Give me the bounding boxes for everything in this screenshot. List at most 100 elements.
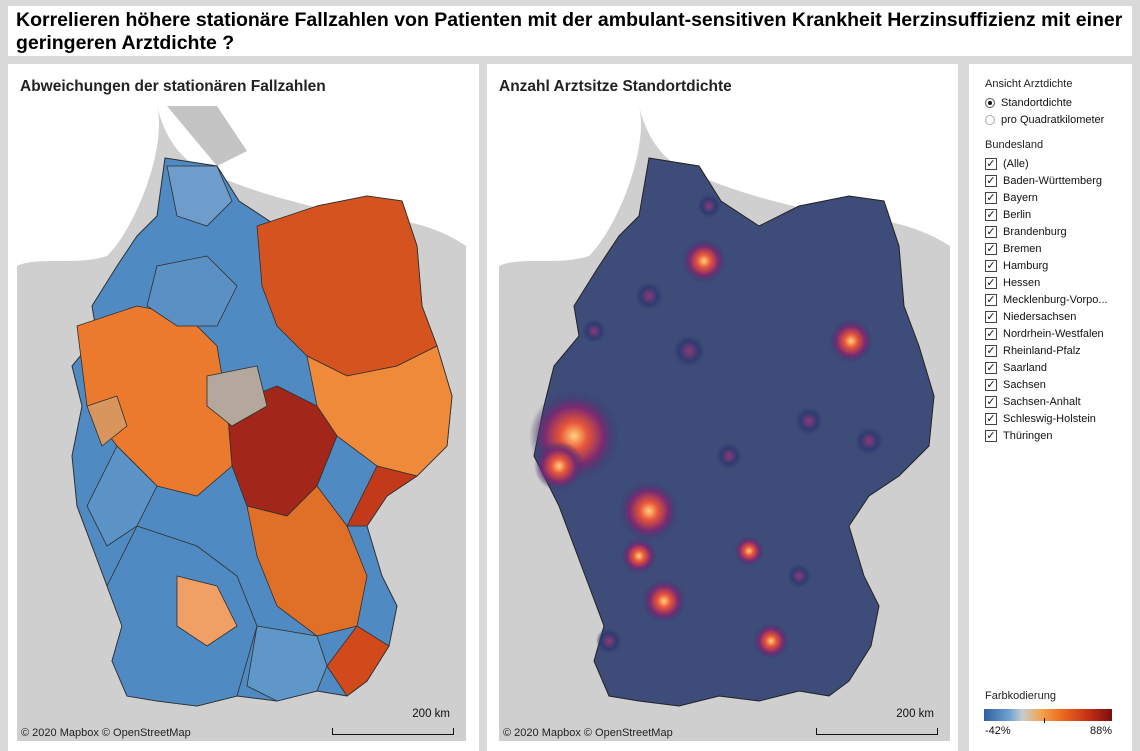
checkbox-icon[interactable]: ✓ bbox=[985, 344, 997, 357]
state-checkbox-row[interactable]: ✓ Rheinland-Pfalz bbox=[985, 342, 1130, 359]
checkbox-icon[interactable]: ✓ bbox=[985, 429, 997, 442]
checkbox-icon[interactable]: ✓ bbox=[985, 208, 997, 221]
state-label: Mecklenburg-Vorpo... bbox=[1003, 293, 1108, 306]
left-map-panel: Abweichungen der stationären Fallzahlen bbox=[8, 64, 479, 751]
region-franconia bbox=[246, 485, 368, 637]
case-deviation-map[interactable]: © 2020 Mapbox © OpenStreetMap 200 km bbox=[17, 106, 466, 741]
scale-label: 200 km bbox=[896, 708, 934, 720]
state-checkbox-row[interactable]: ✓ Thüringen bbox=[985, 427, 1130, 444]
filter-sidebar: Ansicht Arztdichte Standortdichte pro Qu… bbox=[969, 64, 1132, 751]
scale-bar bbox=[816, 728, 938, 735]
state-checkbox-row[interactable]: ✓ Berlin bbox=[985, 206, 1130, 223]
doctor-density-map[interactable]: © 2020 Mapbox © OpenStreetMap 200 km bbox=[499, 106, 950, 741]
checkbox-icon[interactable]: ✓ bbox=[985, 259, 997, 272]
color-legend-bar bbox=[984, 709, 1112, 721]
state-label: Thüringen bbox=[1003, 429, 1053, 442]
region-rhine bbox=[86, 445, 158, 547]
sea-area bbox=[17, 106, 159, 266]
state-checkbox-row[interactable]: ✓ (Alle) bbox=[985, 155, 1130, 172]
state-label: Baden-Württemberg bbox=[1003, 174, 1103, 187]
state-label: Hamburg bbox=[1003, 259, 1049, 272]
checkbox-icon[interactable]: ✓ bbox=[985, 242, 997, 255]
checkbox-icon[interactable]: ✓ bbox=[985, 378, 997, 391]
map-attribution[interactable]: © 2020 Mapbox © OpenStreetMap bbox=[503, 727, 673, 739]
scale-label: 200 km bbox=[412, 708, 450, 720]
checkbox-icon[interactable]: ✓ bbox=[985, 157, 997, 170]
state-checkbox-row[interactable]: ✓ Nordrhein-Westfalen bbox=[985, 325, 1130, 342]
left-panel-title: Abweichungen der stationären Fallzahlen bbox=[20, 78, 326, 95]
map-scale: 200 km bbox=[332, 708, 454, 735]
region-neutral bbox=[206, 365, 268, 427]
state-checkbox-row[interactable]: ✓ Hamburg bbox=[985, 257, 1130, 274]
radio-standortdichte[interactable]: Standortdichte bbox=[985, 94, 1130, 111]
case-deviation-map-svg bbox=[17, 106, 466, 741]
checkbox-icon[interactable]: ✓ bbox=[985, 310, 997, 323]
state-label: Sachsen bbox=[1003, 378, 1046, 391]
state-label: Saarland bbox=[1003, 361, 1048, 374]
legend-title: Farbkodierung bbox=[985, 690, 1056, 702]
map-scale: 200 km bbox=[816, 708, 938, 735]
view-filter: Ansicht Arztdichte Standortdichte pro Qu… bbox=[985, 78, 1130, 128]
checkbox-icon[interactable]: ✓ bbox=[985, 225, 997, 238]
checkbox-icon[interactable]: ✓ bbox=[985, 276, 997, 289]
state-checkbox-row[interactable]: ✓ Schleswig-Holstein bbox=[985, 410, 1130, 427]
region-lower-saxony bbox=[146, 255, 238, 327]
legend-zero-tick bbox=[1044, 718, 1045, 723]
state-checkbox-list: ✓ (Alle) ✓ Baden-Württemberg ✓ Bayern ✓ Berlin ✓… bbox=[985, 155, 1130, 444]
state-checkbox-row[interactable]: ✓ Sachsen bbox=[985, 376, 1130, 393]
state-checkbox-row[interactable]: ✓ Baden-Württemberg bbox=[985, 172, 1130, 189]
right-map-panel: Anzahl Arztsitze Standortdichte bbox=[487, 64, 958, 751]
state-checkbox-row[interactable]: ✓ Bremen bbox=[985, 240, 1130, 257]
right-panel-title: Anzahl Arztsitze Standortdichte bbox=[499, 78, 732, 95]
sea-area bbox=[499, 106, 641, 266]
state-checkbox-row[interactable]: ✓ Sachsen-Anhalt bbox=[985, 393, 1130, 410]
region-east-bavaria bbox=[326, 625, 390, 697]
legend-max-label: 88% bbox=[1090, 725, 1113, 737]
radio-label: Standortdichte bbox=[1001, 96, 1072, 109]
land-area bbox=[167, 106, 247, 166]
state-checkbox-row[interactable]: ✓ Mecklenburg-Vorpo... bbox=[985, 291, 1130, 308]
checkbox-icon[interactable]: ✓ bbox=[985, 395, 997, 408]
checkbox-icon[interactable]: ✓ bbox=[985, 412, 997, 425]
state-filter-title: Bundesland bbox=[985, 139, 1044, 151]
region-saxony bbox=[346, 465, 418, 527]
region-neutral bbox=[86, 395, 128, 447]
region-upper-bavaria bbox=[246, 625, 328, 702]
state-checkbox-row[interactable]: ✓ Hessen bbox=[985, 274, 1130, 291]
state-label: Brandenburg bbox=[1003, 225, 1067, 238]
state-label: Schleswig-Holstein bbox=[1003, 412, 1096, 425]
scale-bar bbox=[332, 728, 454, 735]
radio-label: pro Quadratkilometer bbox=[1001, 113, 1105, 126]
state-label: Nordrhein-Westfalen bbox=[1003, 327, 1104, 340]
region-schleswig bbox=[166, 165, 233, 227]
checkbox-icon[interactable]: ✓ bbox=[985, 293, 997, 306]
checkbox-icon[interactable]: ✓ bbox=[985, 174, 997, 187]
state-label: Bremen bbox=[1003, 242, 1042, 255]
state-checkbox-row[interactable]: ✓ Niedersachsen bbox=[985, 308, 1130, 325]
radio-selected-icon[interactable] bbox=[985, 97, 995, 108]
view-filter-title: Ansicht Arztdichte bbox=[985, 78, 1073, 90]
state-label: Niedersachsen bbox=[1003, 310, 1077, 323]
state-filter: Bundesland ✓ (Alle) ✓ Baden-Württemberg ✓ Bay… bbox=[985, 139, 1130, 444]
state-checkbox-row[interactable]: ✓ Saarland bbox=[985, 359, 1130, 376]
dashboard-title: Korrelieren höhere stationäre Fallzahlen… bbox=[16, 9, 1123, 54]
map-attribution[interactable]: © 2020 Mapbox © OpenStreetMap bbox=[21, 727, 191, 739]
radio-unselected-icon[interactable] bbox=[985, 114, 995, 125]
state-label: Sachsen-Anhalt bbox=[1003, 395, 1081, 408]
legend-min-label: -42% bbox=[985, 725, 1011, 737]
radio-pro-quadratkilometer[interactable]: pro Quadratkilometer bbox=[985, 111, 1130, 128]
checkbox-icon[interactable]: ✓ bbox=[985, 327, 997, 340]
state-checkbox-row[interactable]: ✓ Bayern bbox=[985, 189, 1130, 206]
doctor-density-map-svg bbox=[499, 106, 950, 741]
state-checkbox-row[interactable]: ✓ Brandenburg bbox=[985, 223, 1130, 240]
checkbox-icon[interactable]: ✓ bbox=[985, 361, 997, 374]
state-label: Bayern bbox=[1003, 191, 1038, 204]
state-label: Hessen bbox=[1003, 276, 1041, 289]
dashboard-title-bar: Korrelieren höhere stationäre Fallzahlen… bbox=[8, 6, 1132, 56]
state-label: (Alle) bbox=[1003, 157, 1029, 170]
heat-hotspots bbox=[529, 194, 883, 659]
state-label: Berlin bbox=[1003, 208, 1032, 221]
state-label: Rheinland-Pfalz bbox=[1003, 344, 1081, 357]
checkbox-icon[interactable]: ✓ bbox=[985, 191, 997, 204]
region-swabia bbox=[176, 575, 238, 647]
